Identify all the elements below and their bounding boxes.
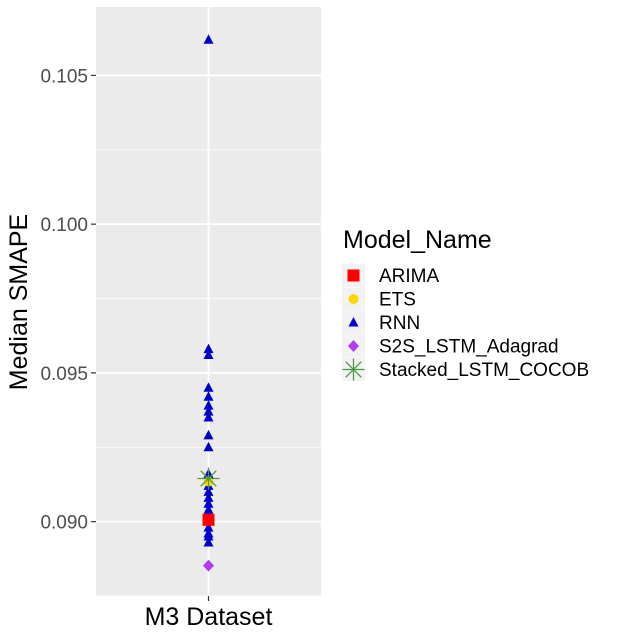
point-rnn [203, 349, 214, 360]
point-arima [202, 513, 215, 526]
legend-label: Stacked_LSTM_COCOB [379, 360, 589, 381]
asterisk-stroke [200, 470, 217, 487]
y-tick-label: 0.090 [40, 513, 88, 534]
legend-item-s2s-lstm-adagrad: S2S_LSTM_Adagrad [342, 334, 559, 358]
x-axis-ticks: M3 Dataset [145, 596, 273, 631]
legend-key-s2s-lstm-adagrad [348, 340, 359, 352]
y-axis-ticks: 0.090 0.095 0.100 0.105 [40, 66, 96, 534]
legend-item-rnn: RNN [342, 311, 420, 334]
y-tick-label: 0.095 [40, 364, 88, 385]
point-rnn [203, 391, 214, 401]
point-rnn [203, 406, 214, 416]
legend-label: ETS [379, 290, 416, 311]
y-tick-label: 0.100 [40, 215, 88, 236]
x-tick-label: M3 Dataset [145, 603, 273, 631]
point-rnn [203, 441, 214, 452]
legend-key-ets [348, 294, 359, 304]
legend-item-stacked-lstm-cocob: Stacked_LSTM_COCOB [342, 358, 589, 381]
point-rnn [203, 429, 214, 440]
point-rnn [203, 504, 214, 514]
point-s2s-lstm-adagrad [203, 559, 214, 572]
legend-key-rnn [348, 317, 359, 327]
point-rnn [203, 531, 214, 541]
point-rnn [203, 522, 214, 532]
y-axis-title: Median SMAPE [5, 214, 33, 390]
data-points [197, 34, 220, 572]
point-rnn [203, 343, 214, 354]
legend-title: Model_Name [343, 226, 492, 254]
point-rnn [203, 498, 214, 508]
point-rnn [203, 492, 214, 502]
point-stacked-lstm-cocob [197, 467, 220, 490]
legend-item-ets: ETS [342, 287, 416, 311]
legend-label: S2S_LSTM_Adagrad [379, 337, 559, 358]
legend-label: ARIMA [379, 266, 440, 287]
point-rnn [203, 382, 214, 392]
point-rnn [203, 486, 214, 496]
point-rnn [203, 400, 214, 410]
point-rnn [203, 536, 214, 547]
y-tick-label: 0.105 [40, 66, 88, 87]
legend-label: RNN [379, 313, 420, 334]
point-rnn [203, 412, 214, 422]
point-rnn [203, 34, 214, 44]
legend-key-arima [347, 269, 360, 282]
asterisk-stroke [345, 361, 362, 378]
legend-key-stacked-lstm-cocob [342, 358, 365, 381]
legend-item-arima: ARIMA [342, 264, 440, 287]
